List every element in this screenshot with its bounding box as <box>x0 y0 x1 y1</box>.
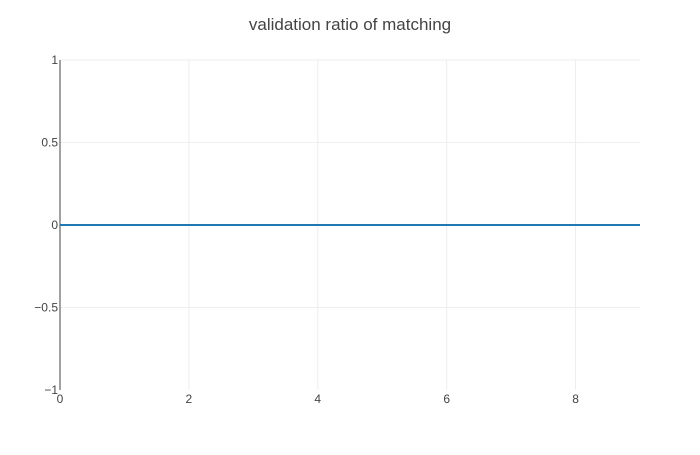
x-tick-label: 4 <box>314 392 321 406</box>
y-tick-label: −0.5 <box>34 301 58 315</box>
grid-layer <box>60 59 640 390</box>
y-tick-label: 1 <box>51 53 58 67</box>
y-tick-label: 0.5 <box>41 136 58 150</box>
x-tick-label: 8 <box>572 392 579 406</box>
tick-label-layer: 0 2 4 6 8 −1 −0.5 0 0.5 1 <box>34 53 579 406</box>
y-tick-label: −1 <box>44 383 58 397</box>
chart-title: validation ratio of matching <box>249 15 451 34</box>
x-tick-label: 6 <box>443 392 450 406</box>
x-tick-label: 0 <box>57 392 64 406</box>
x-tick-label: 2 <box>186 392 193 406</box>
y-tick-label: 0 <box>51 218 58 232</box>
